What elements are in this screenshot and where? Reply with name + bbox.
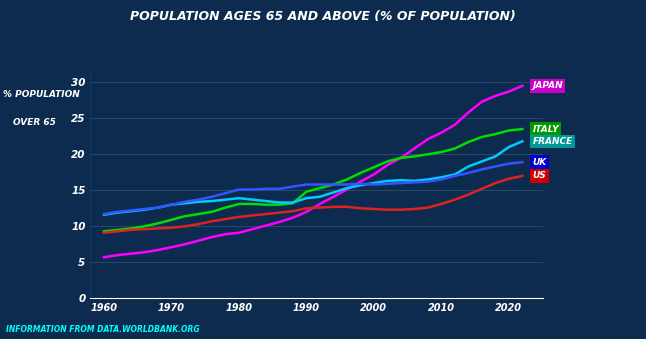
Text: FRANCE: FRANCE <box>532 137 573 146</box>
Text: % POPULATION: % POPULATION <box>3 91 80 99</box>
Text: UK: UK <box>532 158 547 167</box>
Text: JAPAN: JAPAN <box>532 81 563 90</box>
Text: INFORMATION FROM DATA.WORLDBANK.ORG: INFORMATION FROM DATA.WORLDBANK.ORG <box>6 325 200 334</box>
Text: ITALY: ITALY <box>532 124 559 134</box>
Text: US: US <box>532 171 547 180</box>
Text: POPULATION AGES 65 AND ABOVE (% OF POPULATION): POPULATION AGES 65 AND ABOVE (% OF POPUL… <box>130 10 516 23</box>
Text: OVER 65: OVER 65 <box>13 118 56 126</box>
